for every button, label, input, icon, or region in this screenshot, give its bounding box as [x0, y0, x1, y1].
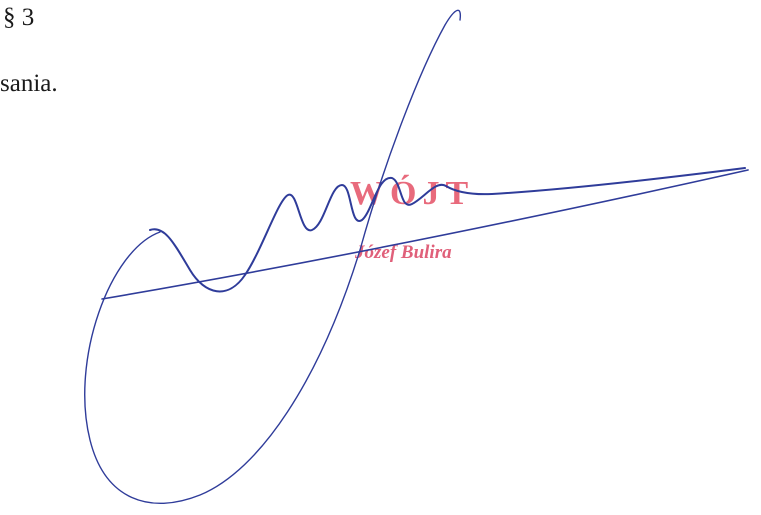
text-fragment: sania.: [0, 70, 58, 97]
stamp-name: Józef Bulira: [355, 242, 452, 263]
official-stamp: WÓJT Józef Bulira: [330, 174, 500, 264]
stamp-title: WÓJT: [350, 175, 475, 212]
section-mark: § 3: [3, 4, 35, 31]
